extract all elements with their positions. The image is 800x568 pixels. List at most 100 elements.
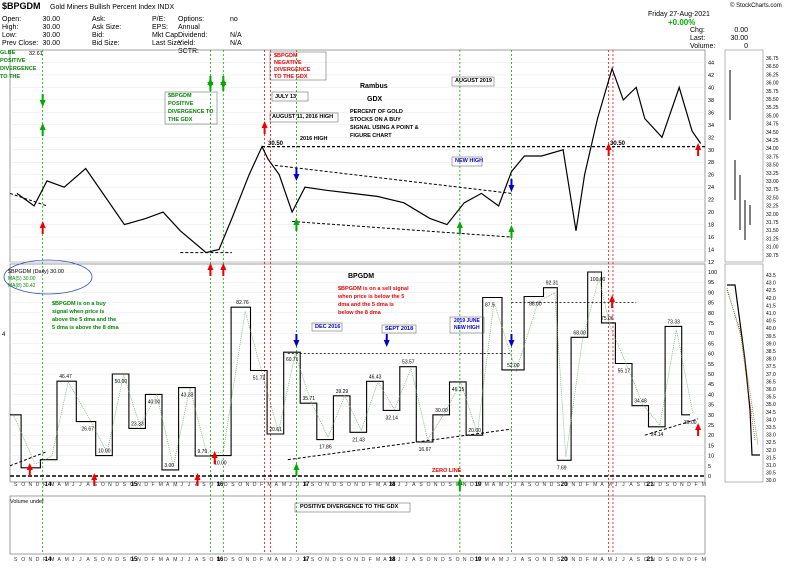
month-label: A: [600, 557, 604, 563]
positive-divergence-bottom: POSITIVE DIVERGENCE TO THE GDX: [300, 504, 399, 510]
side-tick-label: 33.5: [766, 425, 776, 431]
year-label: 19: [475, 557, 482, 563]
side-tick-label: 34.50: [766, 130, 779, 136]
month-label: A: [304, 482, 308, 488]
annotation-box: [451, 156, 483, 167]
green-arrow-up: [295, 470, 298, 476]
side-tick-label: 39.5: [766, 334, 776, 340]
month-label: N: [680, 482, 684, 488]
side-tick-label: 32.25: [766, 204, 779, 210]
month-label: D: [687, 482, 691, 488]
month-label: A: [275, 557, 279, 563]
month-label: O: [644, 482, 648, 488]
quote-row: SCTR:: [178, 48, 250, 56]
side-tick-label: 33.0: [766, 433, 776, 439]
month-label: J: [289, 482, 292, 488]
quote-key: Yield:: [178, 40, 196, 47]
bpgdm-tick-label: 90: [708, 290, 714, 296]
bpgdm-tick-label: 40: [708, 392, 714, 398]
month-label: J: [181, 482, 184, 488]
bpgdm-panel-frame: [9, 263, 706, 483]
sell-signal-text: below the 8 dma: [338, 310, 382, 316]
month-label: S: [448, 557, 452, 563]
quote-key: Options:: [178, 16, 205, 23]
quote-column: Ask: Ask Size: Bid: Bid Size:: [92, 16, 150, 48]
green-arrow-up: [41, 130, 44, 136]
quote-row: Prev Close: 30.00: [2, 40, 60, 48]
month-label: M: [485, 557, 489, 563]
month-label: N: [651, 557, 655, 563]
annotation-box: [449, 316, 485, 334]
quote-value: 0.00: [734, 27, 748, 34]
quote-value: 30.00: [42, 40, 60, 47]
month-label: D: [687, 557, 691, 563]
quote-value: no: [230, 16, 238, 23]
side-ma-line: [726, 289, 756, 441]
month-label: F: [695, 482, 698, 488]
month-label: O: [644, 557, 648, 563]
side-tick-label: 30.5: [766, 471, 776, 477]
month-label: S: [419, 482, 423, 488]
gdx-tick-label: 20: [708, 210, 714, 216]
month-label: M: [376, 557, 380, 563]
data-label: 9.79: [197, 449, 207, 455]
month-label: F: [369, 557, 372, 563]
month-label: O: [427, 482, 431, 488]
month-label: S: [637, 482, 641, 488]
gdx-trendline: [292, 220, 512, 238]
positive-divergence-label: THE GDX: [168, 117, 193, 123]
month-label: A: [629, 482, 633, 488]
high-2016-label: 2016 HIGH: [300, 136, 328, 142]
gdx-panel-frame: [9, 49, 706, 263]
side-tick-label: 34.00: [766, 146, 779, 152]
gdx-tick-label: 12: [708, 260, 714, 266]
year-label: 16: [217, 482, 224, 488]
green-arrow-down: [207, 82, 214, 89]
month-label: O: [318, 557, 322, 563]
month-label: N: [651, 482, 655, 488]
side-tick-label: 32.00: [766, 212, 779, 218]
red-arrow-up: [697, 150, 700, 156]
side-tick-label: 37.0: [766, 372, 776, 378]
data-label: 55.17: [618, 368, 631, 374]
buy-signal-text: signal when price is: [52, 309, 104, 315]
bpgdm-tick-label: 100: [708, 270, 717, 276]
side-tick-label: 35.75: [766, 89, 779, 95]
month-label: N: [354, 557, 358, 563]
month-label: M: [608, 482, 612, 488]
bpgdm-tick-label: 95: [708, 280, 714, 286]
gdx-tick-label: 38: [708, 98, 714, 104]
month-label: M: [65, 482, 69, 488]
gdx-tick-label: 44: [708, 60, 714, 66]
month-label: S: [340, 557, 344, 563]
blue-arrow-down: [385, 334, 388, 340]
positive-divergence-label: $BPGDM: [168, 93, 192, 99]
left-label: 4: [2, 332, 6, 338]
month-label: D: [362, 482, 366, 488]
month-label: D: [470, 482, 474, 488]
green-arrow-up: [293, 218, 300, 225]
month-label: O: [535, 482, 539, 488]
month-label: S: [14, 557, 18, 563]
month-label: D: [579, 482, 583, 488]
month-label: D: [441, 482, 445, 488]
year-label: 19: [475, 482, 482, 488]
month-label: A: [166, 482, 170, 488]
month-label: D: [115, 482, 119, 488]
quote-key: Last Size:: [152, 40, 183, 47]
month-label: S: [557, 557, 561, 563]
bpgdm-tick-label: 50: [708, 372, 714, 378]
sell-signal-text: $BPGDM is on a sell signal: [338, 286, 409, 292]
side-tick-label: 32.75: [766, 187, 779, 193]
month-label: N: [108, 482, 112, 488]
quote-value: N/A: [230, 32, 242, 39]
side-ma-line: [726, 287, 759, 446]
month-label: D: [36, 482, 40, 488]
level-label: 30.50: [610, 141, 626, 147]
data-label: 30.00: [684, 420, 697, 426]
month-label: D: [144, 557, 148, 563]
quote-row: P/E:: [152, 16, 210, 24]
gdx-tick-label: 16: [708, 235, 714, 241]
month-label: D: [470, 557, 474, 563]
